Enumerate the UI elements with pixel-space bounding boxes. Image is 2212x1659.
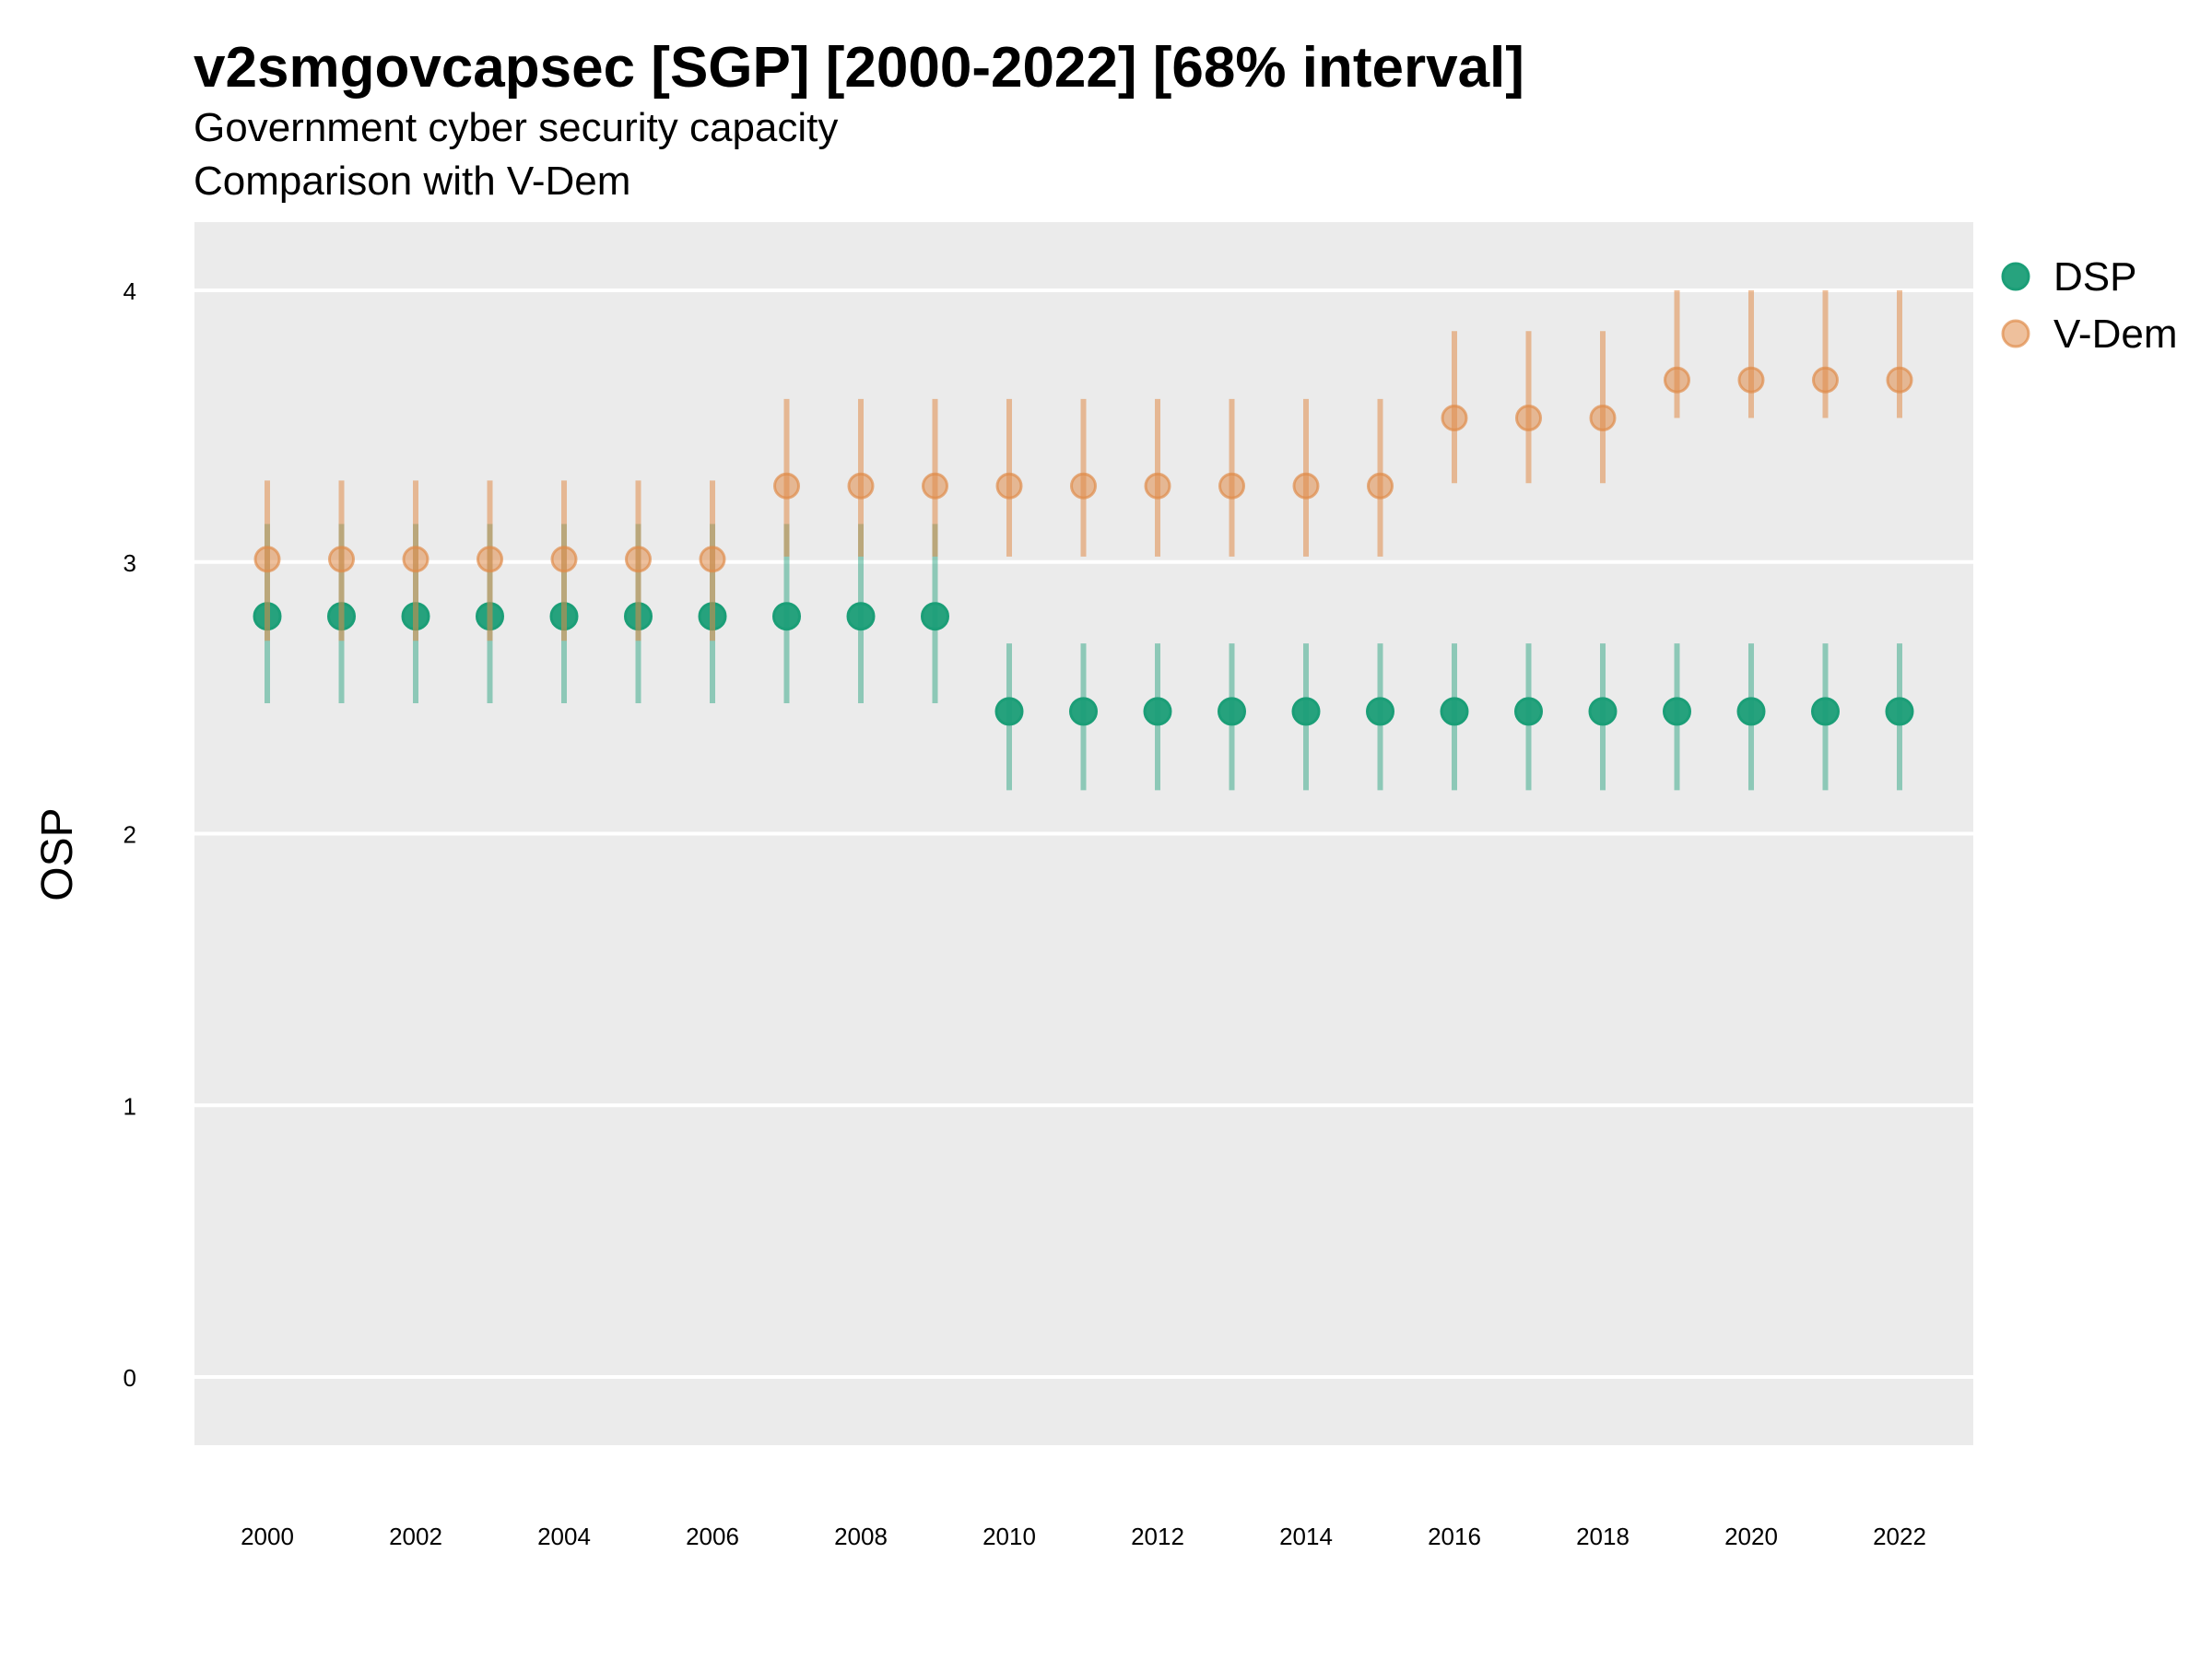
data-point-dsp bbox=[772, 602, 801, 631]
data-point-vdem bbox=[847, 472, 875, 500]
data-point-dsp bbox=[1366, 697, 1394, 726]
chart-subtitle-comparison: Comparison with V-Dem bbox=[194, 159, 631, 204]
data-point-vdem bbox=[699, 546, 726, 573]
x-tick-label: 2022 bbox=[1873, 1523, 1926, 1550]
data-point-vdem bbox=[1441, 405, 1468, 432]
data-point-vdem bbox=[1515, 405, 1542, 432]
data-point-dsp bbox=[1736, 697, 1766, 726]
y-axis-label: OSP bbox=[33, 807, 82, 900]
data-point-dsp bbox=[1885, 697, 1914, 726]
x-tick-label: 2000 bbox=[241, 1523, 294, 1550]
legend: DSP V-Dem bbox=[2001, 254, 2177, 357]
data-point-vdem bbox=[625, 546, 652, 573]
data-point-vdem bbox=[1292, 472, 1320, 500]
data-point-dsp bbox=[1811, 697, 1840, 726]
chart-title: v2smgovcapsec [SGP] [2000-2022] [68% int… bbox=[194, 36, 1524, 100]
data-point-dsp bbox=[1514, 697, 1543, 726]
y-axis-ticks: 0 1 2 3 4 bbox=[124, 277, 136, 1392]
data-point-dsp bbox=[1588, 697, 1618, 726]
data-point-dsp bbox=[1440, 697, 1469, 726]
data-point-vdem bbox=[1589, 405, 1617, 432]
data-point-dsp bbox=[846, 602, 876, 631]
y-tick-label: 0 bbox=[124, 1364, 136, 1392]
data-point-dsp bbox=[1143, 697, 1172, 726]
data-point-vdem bbox=[1737, 366, 1765, 394]
x-tick-label: 2020 bbox=[1724, 1523, 1778, 1550]
x-tick-label: 2002 bbox=[389, 1523, 442, 1550]
x-tick-label: 2014 bbox=[1279, 1523, 1333, 1550]
data-point-vdem bbox=[922, 472, 948, 500]
data-point-vdem bbox=[1144, 472, 1171, 500]
data-point-vdem bbox=[773, 472, 800, 500]
data-point-vdem bbox=[995, 472, 1023, 500]
gridlines bbox=[194, 288, 1973, 1379]
data-point-vdem bbox=[1367, 472, 1394, 500]
data-point-vdem bbox=[1664, 366, 1690, 394]
y-tick-label: 1 bbox=[124, 1092, 136, 1120]
x-tick-label: 2008 bbox=[834, 1523, 888, 1550]
chart-subtitle: Government cyber security capacity bbox=[194, 105, 839, 150]
data-point-dsp bbox=[1218, 697, 1246, 726]
data-point-vdem bbox=[1218, 472, 1245, 500]
x-tick-label: 2006 bbox=[686, 1523, 739, 1550]
legend-label: V-Dem bbox=[2053, 312, 2177, 357]
x-tick-label: 2004 bbox=[537, 1523, 591, 1550]
x-tick-label: 2010 bbox=[982, 1523, 1036, 1550]
x-axis-ticks: 2000 2002 2004 2006 2008 2010 2012 2014 2016 2018… bbox=[241, 1523, 1926, 1550]
data-point-vdem bbox=[1812, 366, 1839, 394]
data-point-vdem bbox=[402, 546, 429, 573]
data-point-dsp bbox=[1663, 697, 1691, 726]
data-point-dsp bbox=[921, 602, 949, 631]
series-vdem bbox=[253, 290, 1913, 641]
data-point-vdem bbox=[550, 546, 578, 573]
legend-label: DSP bbox=[2053, 254, 2136, 300]
data-point-vdem bbox=[328, 546, 355, 573]
data-point-dsp bbox=[1069, 697, 1098, 726]
legend-key-vdem bbox=[2001, 319, 2030, 348]
x-tick-label: 2018 bbox=[1576, 1523, 1630, 1550]
legend-key-dsp bbox=[2001, 262, 2030, 291]
data-point-vdem bbox=[477, 546, 503, 573]
data-point-dsp bbox=[1291, 697, 1321, 726]
x-tick-label: 2012 bbox=[1131, 1523, 1184, 1550]
data-point-dsp bbox=[994, 697, 1024, 726]
y-tick-label: 3 bbox=[124, 549, 136, 577]
y-tick-label: 4 bbox=[124, 277, 136, 305]
data-point-vdem bbox=[1886, 366, 1913, 394]
x-tick-label: 2016 bbox=[1428, 1523, 1481, 1550]
data-point-vdem bbox=[253, 546, 281, 573]
y-tick-label: 2 bbox=[124, 821, 136, 849]
data-point-vdem bbox=[1070, 472, 1097, 500]
